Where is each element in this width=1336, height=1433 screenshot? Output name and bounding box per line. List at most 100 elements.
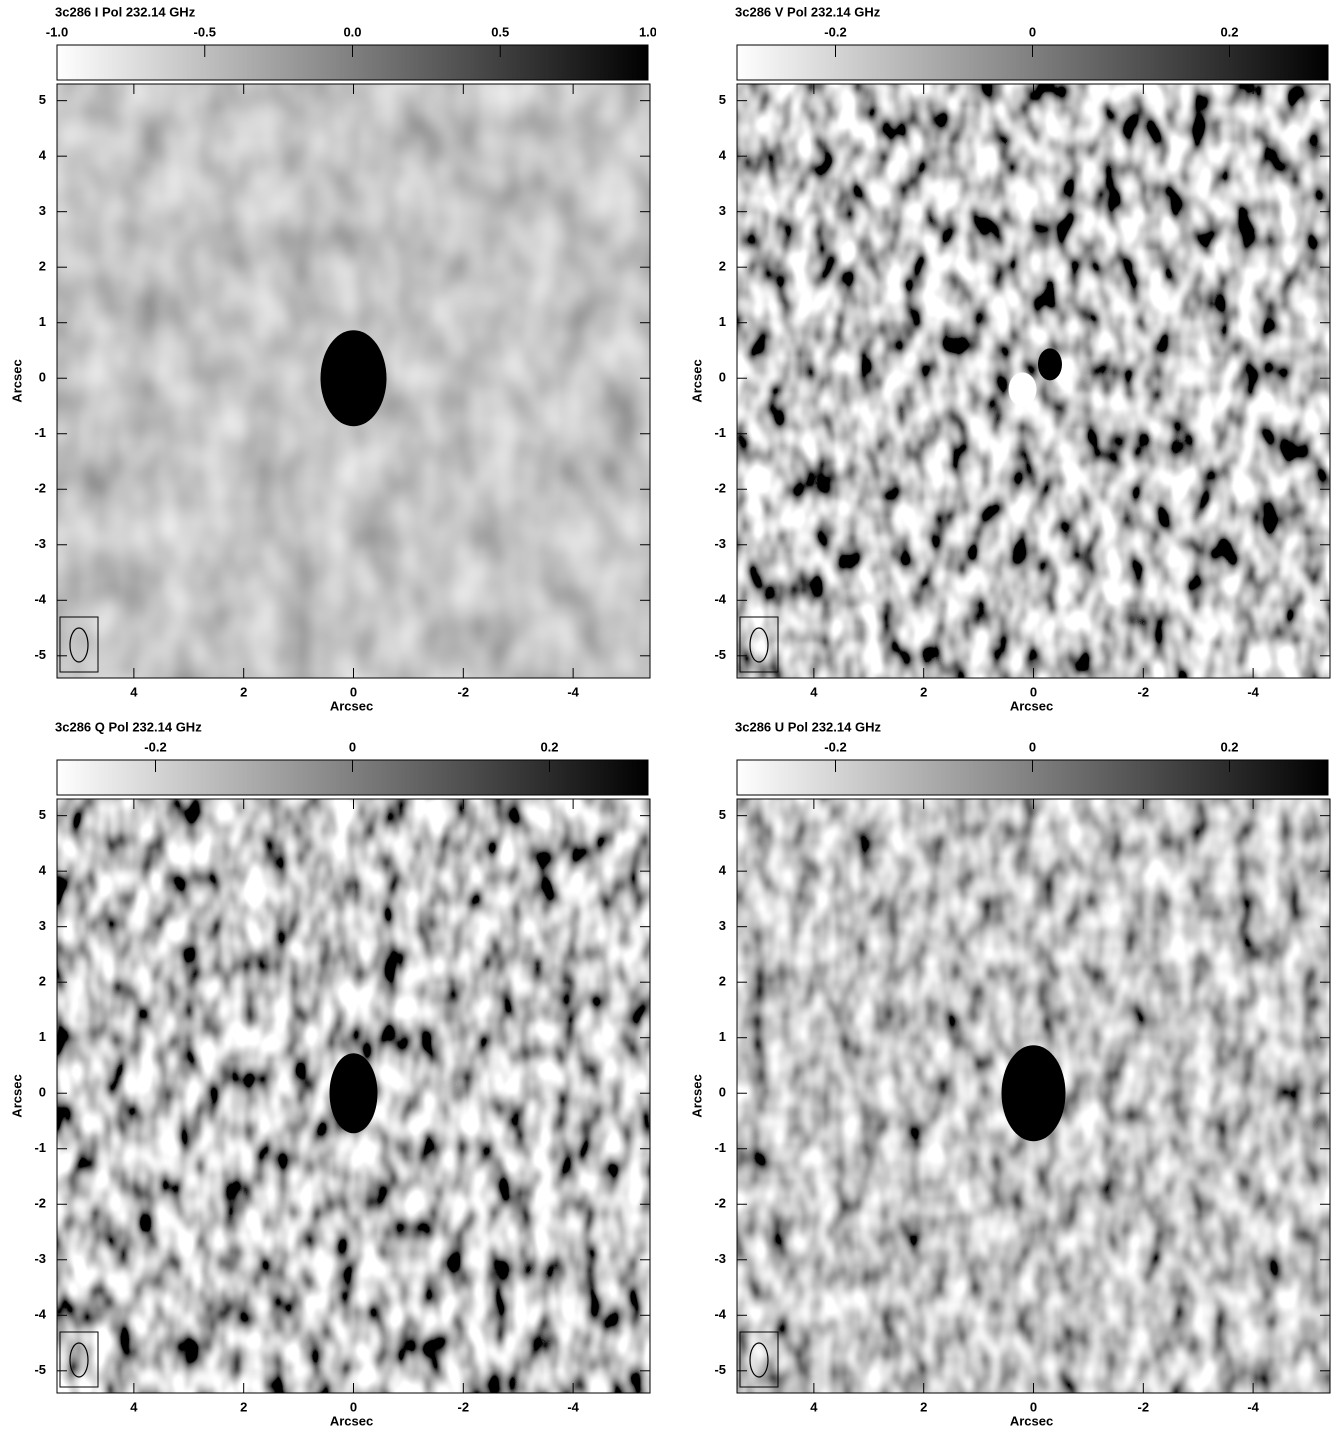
colorbar-tick-label: 0 bbox=[1029, 24, 1036, 39]
y-axis-label: Arcsec bbox=[689, 1074, 704, 1117]
colorbar-tick-label: 0.2 bbox=[1220, 739, 1238, 754]
y-tick-label: 2 bbox=[719, 974, 726, 989]
y-tick-label: 4 bbox=[39, 148, 47, 163]
beam bbox=[749, 1342, 769, 1378]
beam-box bbox=[59, 616, 99, 673]
beam bbox=[69, 627, 89, 663]
source bbox=[329, 1053, 378, 1134]
x-axis-label: Arcsec bbox=[1010, 698, 1053, 713]
chart-title: 3c286 Q Pol 232.14 GHz bbox=[55, 719, 202, 734]
source bbox=[1037, 348, 1062, 381]
colorbar-tick-label: 1.0 bbox=[639, 24, 656, 39]
y-tick-label: -4 bbox=[714, 1307, 726, 1322]
source bbox=[1001, 1045, 1066, 1142]
y-tick-label: -1 bbox=[34, 1140, 46, 1155]
colorbar-tick-label: 0 bbox=[349, 739, 356, 754]
y-tick-label: -5 bbox=[714, 647, 726, 662]
x-tick-label: -4 bbox=[567, 1399, 579, 1414]
x-tick-label: 4 bbox=[130, 684, 138, 699]
y-tick-label: 3 bbox=[39, 203, 46, 218]
x-tick-label: -2 bbox=[1138, 684, 1150, 699]
y-tick-label: 5 bbox=[719, 807, 726, 822]
colorbar-tick-label: 0.5 bbox=[491, 24, 509, 39]
colorbar-tick-label: -1.0 bbox=[46, 24, 68, 39]
y-tick-label: 0 bbox=[39, 370, 46, 385]
chart-title: 3c286 V Pol 232.14 GHz bbox=[735, 4, 881, 19]
x-tick-label: 4 bbox=[810, 684, 818, 699]
panel: 3c286 I Pol 232.14 GHz -1.0 -0.5 0.0 0.5 1.0 4… bbox=[9, 4, 656, 713]
y-tick-label: 0 bbox=[719, 1085, 726, 1100]
y-axis-label: Arcsec bbox=[9, 359, 24, 402]
x-tick-label: 0 bbox=[1030, 1399, 1037, 1414]
y-tick-label: 3 bbox=[719, 203, 726, 218]
x-tick-label: 0 bbox=[1030, 684, 1037, 699]
beam bbox=[69, 1342, 89, 1378]
colorbar-tick-label: 0.2 bbox=[1220, 24, 1238, 39]
y-tick-label: 2 bbox=[39, 259, 46, 274]
source bbox=[320, 330, 387, 427]
x-tick-label: 2 bbox=[240, 684, 247, 699]
y-tick-label: -5 bbox=[714, 1362, 726, 1377]
y-tick-label: 4 bbox=[39, 863, 47, 878]
chart-title: 3c286 I Pol 232.14 GHz bbox=[55, 4, 196, 19]
y-tick-label: 2 bbox=[719, 259, 726, 274]
y-tick-label: 0 bbox=[719, 370, 726, 385]
y-tick-label: 1 bbox=[39, 314, 46, 329]
x-tick-label: -4 bbox=[567, 684, 579, 699]
beam bbox=[749, 627, 769, 663]
y-tick-label: -2 bbox=[34, 481, 46, 496]
image bbox=[57, 799, 650, 1393]
colorbar-tick-label: -0.2 bbox=[824, 739, 846, 754]
y-tick-label: 1 bbox=[719, 1029, 726, 1044]
y-tick-label: -5 bbox=[34, 1362, 46, 1377]
x-tick-label: 2 bbox=[240, 1399, 247, 1414]
x-tick-label: -2 bbox=[458, 1399, 470, 1414]
beam-box bbox=[59, 1331, 99, 1388]
chart-title: 3c286 U Pol 232.14 GHz bbox=[735, 719, 881, 734]
y-tick-label: 2 bbox=[39, 974, 46, 989]
colorbar-tick-label: -0.2 bbox=[144, 739, 166, 754]
y-tick-label: 1 bbox=[719, 314, 726, 329]
x-tick-label: 2 bbox=[920, 684, 927, 699]
image bbox=[737, 84, 1330, 678]
x-axis-label: Arcsec bbox=[330, 1413, 373, 1428]
colorbar-tick-label: 0.0 bbox=[343, 24, 361, 39]
y-tick-label: 1 bbox=[39, 1029, 46, 1044]
y-tick-label: 0 bbox=[39, 1085, 46, 1100]
y-tick-label: -3 bbox=[714, 536, 726, 551]
y-tick-label: 5 bbox=[719, 92, 726, 107]
image bbox=[57, 84, 650, 678]
y-tick-label: -4 bbox=[714, 592, 726, 607]
y-tick-label: -3 bbox=[34, 1251, 46, 1266]
y-tick-label: 4 bbox=[719, 148, 727, 163]
source bbox=[1008, 372, 1037, 407]
y-tick-label: 3 bbox=[719, 918, 726, 933]
panel: 3c286 V Pol 232.14 GHz -0.2 0 0.2 4 2 0 -2 -4 5 4 3… bbox=[689, 4, 1331, 713]
x-tick-label: -2 bbox=[458, 684, 470, 699]
y-tick-label: 5 bbox=[39, 92, 46, 107]
colorbar-tick-label: -0.2 bbox=[824, 24, 846, 39]
y-tick-label: -4 bbox=[34, 592, 46, 607]
y-tick-label: -1 bbox=[714, 425, 726, 440]
y-tick-label: -4 bbox=[34, 1307, 46, 1322]
y-tick-label: 5 bbox=[39, 807, 46, 822]
panel: 3c286 U Pol 232.14 GHz -0.2 0 0.2 4 2 0 -2 -4 5 4 3… bbox=[689, 719, 1331, 1428]
y-tick-label: -1 bbox=[34, 425, 46, 440]
x-tick-label: 4 bbox=[810, 1399, 818, 1414]
y-tick-label: -2 bbox=[714, 1196, 726, 1211]
panel: 3c286 Q Pol 232.14 GHz -0.2 0 0.2 4 2 0 -2 -4 5 4 3… bbox=[9, 719, 651, 1428]
y-tick-label: -3 bbox=[714, 1251, 726, 1266]
colorbar-tick-label: 0 bbox=[1029, 739, 1036, 754]
y-tick-label: -3 bbox=[34, 536, 46, 551]
x-axis-label: Arcsec bbox=[1010, 1413, 1053, 1428]
colorbar-tick-label: -0.5 bbox=[194, 24, 216, 39]
x-tick-label: -2 bbox=[1138, 1399, 1150, 1414]
y-tick-label: -2 bbox=[714, 481, 726, 496]
x-tick-label: 0 bbox=[350, 684, 357, 699]
y-tick-label: 4 bbox=[719, 863, 727, 878]
image bbox=[737, 799, 1330, 1393]
x-tick-label: 2 bbox=[920, 1399, 927, 1414]
colorbar-tick-label: 0.2 bbox=[540, 739, 558, 754]
y-axis-label: Arcsec bbox=[9, 1074, 24, 1117]
